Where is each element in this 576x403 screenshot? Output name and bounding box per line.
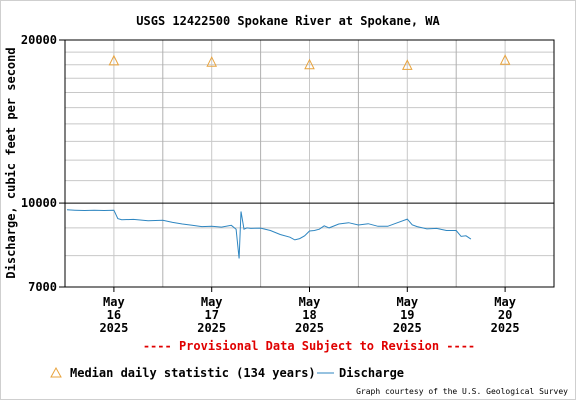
x-tick-label: 2025 [197, 321, 226, 335]
chart-title: USGS 12422500 Spokane River at Spokane, … [136, 14, 440, 28]
discharge-line [66, 209, 472, 259]
x-tick-label: 20 [498, 308, 512, 322]
x-axis-ticks: May162025May172025May182025May192025May2… [99, 287, 520, 335]
y-tick-label: 10000 [21, 196, 57, 210]
x-tick-label: 18 [302, 308, 316, 322]
x-tick-label: May [396, 295, 418, 309]
y-tick-label: 7000 [28, 280, 57, 294]
x-tick-label: 19 [400, 308, 414, 322]
median-marker [401, 59, 413, 70]
y-axis-label: Discharge, cubic feet per second [4, 47, 18, 278]
y-axis-ticks: 20000 10000 7000 [21, 33, 65, 294]
legend-triangle-icon [50, 366, 62, 378]
x-tick-label: 17 [204, 308, 218, 322]
legend-label-discharge: Discharge [339, 366, 404, 380]
credit-text: Graph courtesy of the U.S. Geological Su… [356, 387, 568, 396]
x-tick-label: May [103, 295, 125, 309]
legend: Median daily statistic (134 years) Disch… [50, 366, 404, 380]
grid-lines [65, 40, 554, 287]
median-marker [304, 58, 315, 70]
median-series [108, 54, 511, 70]
discharge-series [66, 209, 472, 259]
x-tick-label: 2025 [393, 321, 422, 335]
median-marker [108, 54, 120, 66]
x-tick-label: 2025 [99, 321, 128, 335]
median-marker [499, 54, 511, 65]
median-marker [206, 56, 218, 67]
y-tick-label: 20000 [21, 33, 57, 47]
x-tick-label: May [494, 295, 516, 309]
x-tick-label: 16 [107, 308, 121, 322]
x-tick-label: May [201, 295, 223, 309]
x-tick-label: May [299, 295, 321, 309]
x-tick-label: 2025 [491, 321, 520, 335]
legend-label-median: Median daily statistic (134 years) [70, 366, 316, 380]
x-tick-label: 2025 [295, 321, 324, 335]
provisional-notice: ---- Provisional Data Subject to Revisio… [143, 339, 475, 353]
